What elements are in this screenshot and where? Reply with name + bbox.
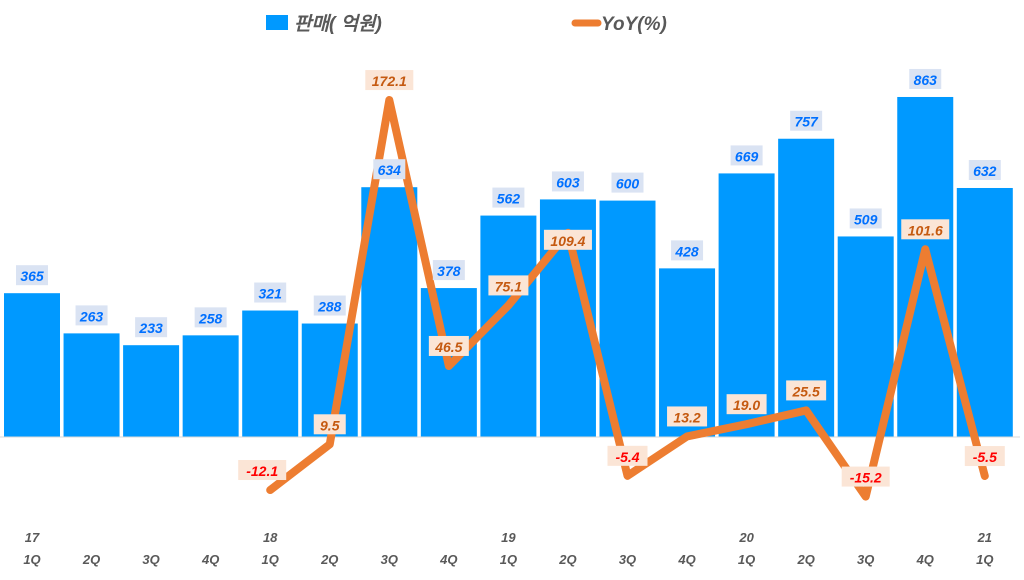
bar-value-label: 378 [437,263,461,279]
bar-value-label-bg [730,145,763,166]
bar-value-label: 632 [973,163,997,179]
bar-value-label-bg [432,260,465,281]
x-tick-year: 19 [501,530,516,545]
x-tick-quarter: 4Q [916,552,934,567]
legend-label-bar: 판매( 억원) [294,13,382,35]
yoy-value-label: 101.6 [908,222,943,238]
x-tick-quarter: 1Q [738,552,755,567]
yoy-value-label-bg [313,414,346,435]
yoy-value-label-bg [543,229,592,250]
bar-value-label: 600 [616,176,640,192]
yoy-value-label-bg [667,406,708,427]
x-tick-year: 17 [25,530,40,545]
x-tick-quarter: 4Q [439,552,457,567]
x-tick-quarter: 4Q [201,552,219,567]
bar [718,173,775,437]
bar-value-label: 263 [79,308,104,324]
x-tick-quarter: 4Q [677,552,695,567]
yoy-value-label: 19.0 [733,397,760,413]
bar-value-label-bg [611,172,644,193]
legend-label-line: YoY(%) [601,14,667,35]
bar-value-label: 321 [259,286,283,302]
bar-value-label: 509 [854,211,878,227]
bar-value-label-bg [16,265,48,286]
bar-value-label: 562 [497,191,521,207]
bar [242,310,299,437]
bar-value-label: 365 [20,268,44,284]
x-tick-quarter: 1Q [262,552,279,567]
yoy-value-label: 46.5 [434,339,462,355]
bar [4,293,60,437]
bar-value-label: 258 [198,310,223,326]
bar-value-label-bg [968,159,1001,180]
yoy-value-label-bg [238,460,287,481]
x-tick-quarter: 1Q [500,552,517,567]
bar-value-label: 233 [138,320,163,336]
yoy-value-label: -5.5 [973,449,997,465]
bar-value-label: 634 [378,162,402,178]
yoy-value-label-bg [488,275,529,296]
bar-value-label: 863 [914,72,938,88]
bar-value-label-bg [551,171,584,192]
yoy-value-label: 109.4 [550,233,585,249]
bar-value-label-bg [373,159,406,180]
bar [123,345,180,437]
bar [63,333,120,437]
yoy-value-label: 172.1 [372,73,407,89]
bar [897,96,954,437]
bar-value-label-bg [671,240,704,261]
bar-value-label-bg [909,68,942,89]
yoy-value-label-bg [841,466,890,487]
yoy-value-label-bg [786,380,827,401]
x-tick-quarter: 2Q [82,552,100,567]
x-tick-quarter: 2Q [796,552,814,567]
x-tick-year: 20 [738,530,754,545]
bar-value-label-bg [790,110,823,131]
bar-value-label-bg [194,307,227,328]
yoy-value-label: 13.2 [673,409,700,425]
yoy-value-label: 75.1 [495,278,522,294]
bar [182,335,239,437]
bar-value-label: 669 [735,148,759,164]
x-tick-quarter: 3Q [142,552,159,567]
x-tick-quarter: 3Q [619,552,636,567]
bar-value-label: 288 [317,299,342,315]
legend-swatch-bar [266,15,288,30]
x-tick-year: 21 [977,530,992,545]
yoy-value-label-bg [607,445,648,466]
x-tick-quarter: 1Q [23,552,40,567]
yoy-value-label-bg [964,446,1005,467]
x-tick-quarter: 3Q [381,552,398,567]
yoy-value-label-bg [365,70,414,91]
yoy-value-label: -15.2 [850,470,882,486]
bar-value-label-bg [254,282,287,303]
bar-value-label: 757 [794,114,819,130]
bar-value-label-bg [135,317,168,338]
yoy-value-label-bg [726,394,767,415]
x-tick-quarter: 2Q [558,552,576,567]
yoy-line [266,96,989,501]
x-tick-year: 18 [263,530,278,545]
bar-value-label-bg [313,295,346,316]
bar-value-label: 603 [556,174,580,190]
yoy-value-label: 9.5 [320,417,340,433]
yoy-value-label-bg [428,335,469,356]
yoy-value-label-bg [901,219,950,240]
bar-value-label-bg [75,305,108,326]
yoy-value-label: 25.5 [792,383,820,399]
x-tick-quarter: 2Q [320,552,338,567]
bar-value-label-bg [849,208,882,229]
x-tick-quarter: 1Q [976,552,993,567]
x-tick-quarter: 3Q [857,552,874,567]
legend: 판매( 억원) YoY(%) [266,13,667,35]
bar-value-label-bg [492,187,525,208]
bar-value-label: 428 [674,243,699,259]
yoy-value-label: -5.4 [615,449,639,465]
yoy-value-label: -12.1 [246,463,278,479]
